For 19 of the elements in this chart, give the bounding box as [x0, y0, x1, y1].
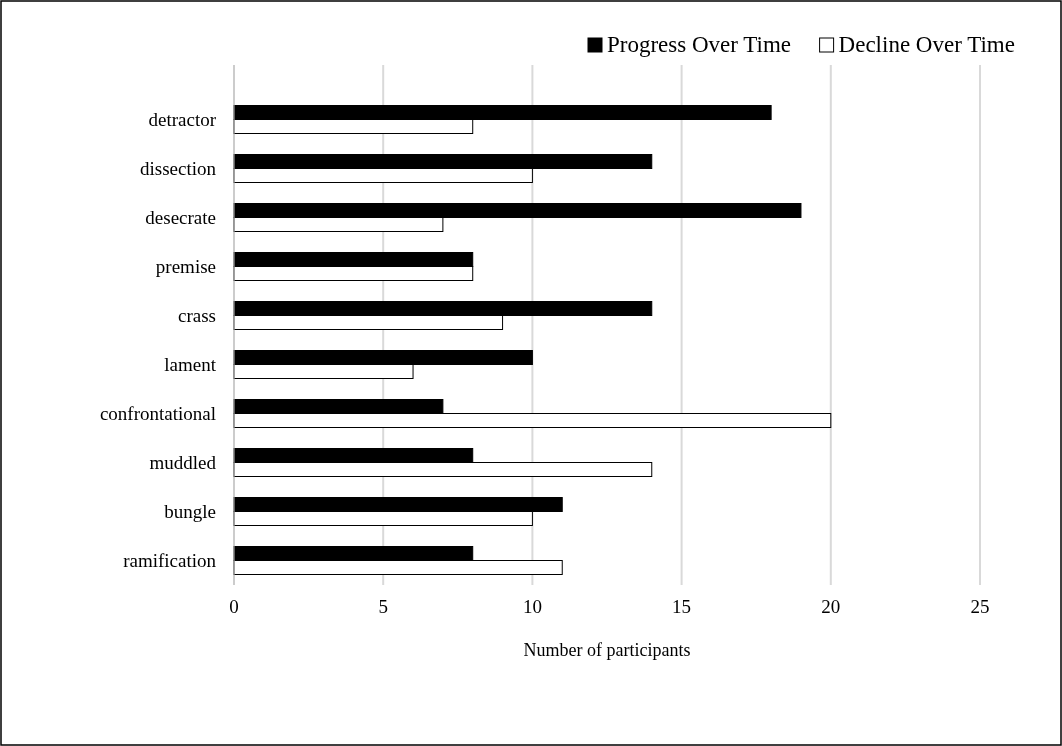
y-tick-label: desecrate — [145, 207, 216, 228]
y-tick-label: lament — [164, 354, 217, 375]
x-tick-label: 10 — [522, 596, 542, 617]
legend-label: Decline Over Time — [838, 32, 1015, 57]
y-tick-label: dissection — [140, 158, 217, 179]
x-tick-label: 20 — [821, 596, 841, 617]
y-tick-label: muddled — [149, 452, 217, 473]
y-tick-label: ramification — [123, 550, 217, 571]
x-tick-label: 15 — [672, 596, 692, 617]
y-tick-label: crass — [178, 305, 216, 326]
x-tick-label: 25 — [970, 596, 990, 617]
y-tick-label: confrontational — [99, 403, 216, 424]
y-tick-label: premise — [155, 256, 216, 277]
legend-label: Progress Over Time — [607, 32, 792, 57]
y-tick-label: bungle — [164, 501, 216, 522]
x-tick-label: 0 — [229, 596, 239, 617]
x-axis-title: Number of participants — [523, 640, 691, 660]
y-tick-label: detractor — [148, 109, 217, 130]
x-tick-label: 5 — [378, 596, 388, 617]
